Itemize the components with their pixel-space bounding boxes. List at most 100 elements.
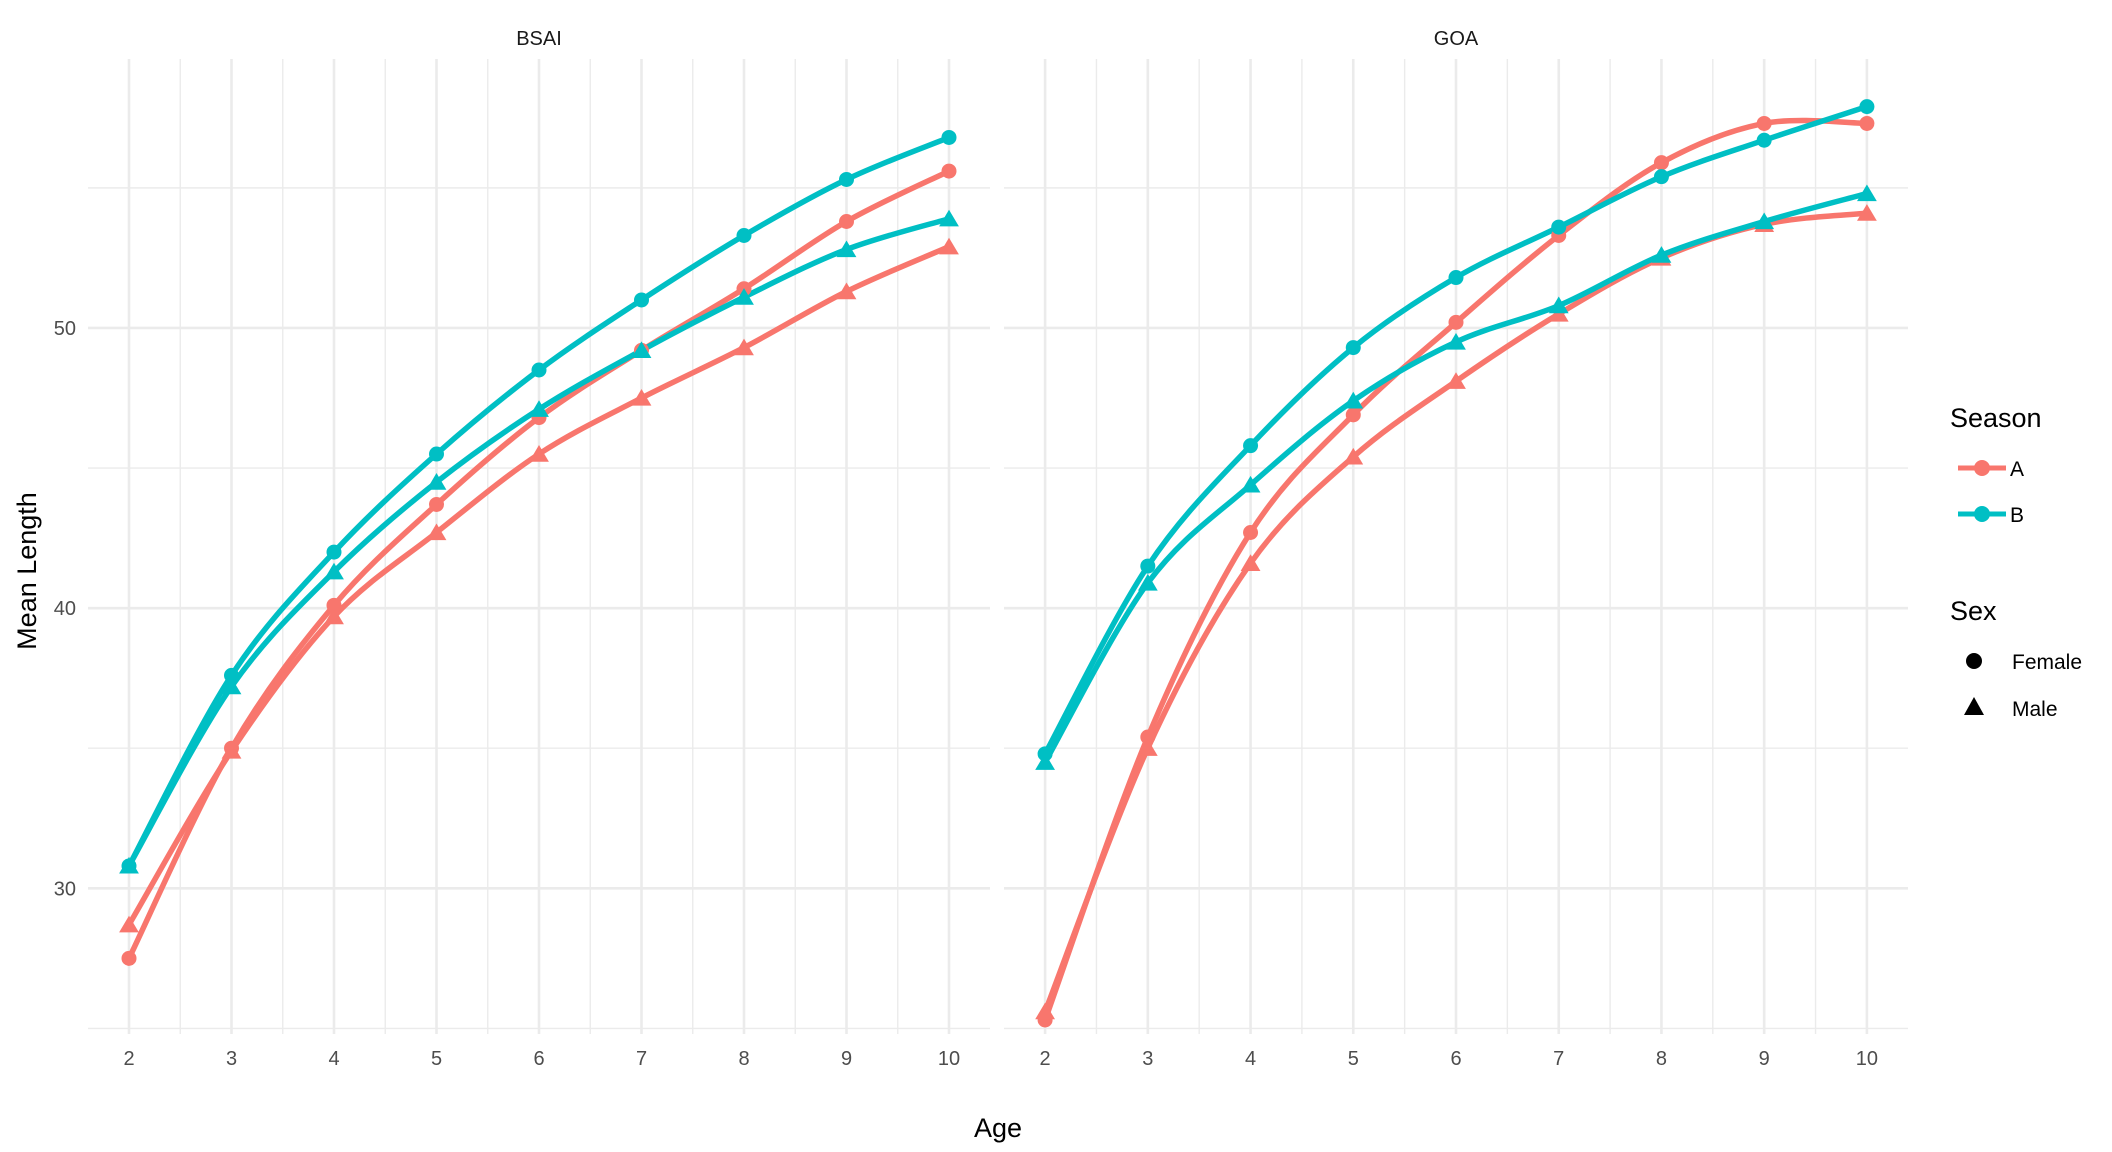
- line-bsai-season-a-male: [126, 243, 952, 928]
- point-goa-season-a-male: [1035, 1002, 1055, 1020]
- x-tick-label-bsai: 3: [226, 1048, 237, 1070]
- y-tick-label: 40: [54, 598, 76, 620]
- point-goa-season-a-male: [1548, 304, 1569, 322]
- x-tick-label-bsai: 9: [841, 1048, 852, 1070]
- grid-layer: [88, 59, 1908, 1034]
- point-bsai-season-b-female: [224, 667, 239, 683]
- x-tick-label-bsai: 10: [938, 1048, 960, 1070]
- legend-season-b: B: [1958, 504, 2024, 527]
- legend-sex-female: Female: [1966, 651, 2082, 674]
- legend-season-title: Season: [1950, 403, 2042, 433]
- x-tick-label-goa: 8: [1656, 1048, 1667, 1070]
- point-bsai-season-b-female: [839, 171, 854, 187]
- point-bsai-season-b-female: [531, 362, 547, 378]
- point-bsai-season-a-male: [631, 389, 652, 406]
- facet-strips: BSAI GOA: [516, 28, 1479, 50]
- legend-season-b-dot: [1974, 506, 1990, 522]
- point-goa-season-a-male: [1137, 739, 1158, 756]
- point-goa-season-a-female: [1653, 155, 1669, 171]
- point-goa-season-b-male: [1857, 184, 1877, 202]
- point-bsai-season-b-female: [634, 292, 649, 308]
- x-tick-label-bsai: 8: [738, 1048, 749, 1070]
- point-bsai-season-a-male: [426, 523, 447, 541]
- point-goa-season-a-male: [1857, 204, 1877, 221]
- point-bsai-season-b-male: [221, 677, 242, 695]
- x-tick-label-goa: 2: [1040, 1048, 1051, 1070]
- point-goa-season-a-female: [1140, 729, 1156, 745]
- point-bsai-season-b-male: [426, 473, 447, 490]
- series-lines: [126, 103, 1870, 1023]
- x-tick-label-bsai: 4: [328, 1048, 339, 1070]
- legend-female-marker: [1966, 653, 1982, 669]
- point-goa-season-a-male: [1446, 372, 1466, 389]
- point-goa-season-b-male: [1035, 753, 1055, 770]
- point-goa-season-a-male: [1240, 554, 1261, 571]
- point-bsai-season-b-female: [326, 544, 342, 560]
- legend-female-label: Female: [2012, 651, 2082, 674]
- x-tick-label-bsai: 2: [123, 1048, 134, 1070]
- legend: Season A B Sex Female Male: [1950, 403, 2082, 721]
- point-goa-season-a-female: [1859, 115, 1875, 131]
- line-goa-season-b-female: [1042, 103, 1870, 757]
- point-goa-season-b-female: [1140, 558, 1156, 574]
- point-goa-season-b-female: [1859, 99, 1875, 115]
- y-axis-title: Mean Length: [12, 492, 42, 650]
- point-goa-season-b-female: [1551, 219, 1567, 235]
- point-goa-season-a-female: [1448, 314, 1464, 330]
- y-tick-label: 50: [54, 318, 76, 340]
- point-bsai-season-a-male: [529, 445, 549, 462]
- point-bsai-season-b-male: [324, 562, 344, 580]
- point-bsai-season-a-female: [326, 597, 342, 613]
- point-goa-season-b-male: [1137, 573, 1158, 591]
- x-tick-label-bsai: 7: [636, 1048, 647, 1070]
- legend-male-label: Male: [2012, 698, 2058, 721]
- x-tick-label-goa: 3: [1142, 1048, 1153, 1070]
- point-bsai-season-a-male: [119, 915, 139, 933]
- x-tick-label-goa: 4: [1245, 1048, 1256, 1070]
- point-bsai-season-b-female: [736, 228, 752, 244]
- point-bsai-season-a-female: [839, 214, 854, 229]
- tick-labels: 2 3 4 5 6 7 8 9 10 2 3 4 5 6 7 8 9 10 30 40 50: [54, 318, 1878, 1070]
- point-bsai-season-b-male: [939, 209, 959, 227]
- legend-season-a: A: [1958, 458, 2024, 481]
- point-goa-season-b-female: [1756, 132, 1772, 148]
- point-goa-season-b-male: [1343, 391, 1364, 409]
- legend-season-a-dot: [1974, 460, 1990, 476]
- legend-season-a-label: A: [2010, 458, 2024, 481]
- point-bsai-season-a-male: [734, 338, 754, 356]
- point-goa-season-a-female: [1243, 524, 1259, 540]
- point-bsai-season-a-male: [324, 607, 344, 625]
- line-bsai-season-b-female: [126, 134, 952, 869]
- x-tick-label-goa: 9: [1759, 1048, 1770, 1070]
- x-tick-label-goa: 7: [1553, 1048, 1564, 1070]
- point-goa-season-a-female: [1345, 407, 1361, 423]
- point-bsai-season-a-female: [121, 950, 137, 966]
- point-bsai-season-b-male: [529, 400, 549, 417]
- point-bsai-season-b-male: [734, 288, 754, 305]
- x-tick-label-bsai: 5: [431, 1048, 442, 1070]
- point-goa-season-b-male: [1240, 475, 1261, 493]
- x-tick-label-goa: 5: [1348, 1048, 1359, 1070]
- point-goa-season-b-female: [1243, 438, 1259, 454]
- point-goa-season-a-female: [1756, 115, 1772, 131]
- point-bsai-season-a-female: [429, 496, 444, 512]
- point-bsai-season-b-male: [119, 856, 139, 874]
- point-goa-season-b-female: [1345, 340, 1361, 356]
- data-points: [119, 99, 1877, 1028]
- point-bsai-season-a-male: [221, 742, 242, 759]
- x-tick-label-bsai: 6: [533, 1048, 544, 1070]
- point-goa-season-b-female: [1653, 169, 1669, 185]
- facet-label-goa: GOA: [1434, 28, 1479, 50]
- point-goa-season-b-male: [1651, 246, 1672, 263]
- point-bsai-season-a-male: [836, 282, 857, 300]
- point-bsai-season-a-male: [939, 237, 959, 255]
- y-tick-label: 30: [54, 878, 76, 900]
- x-axis-title: Age: [974, 1113, 1022, 1143]
- point-goa-season-a-male: [1343, 447, 1364, 465]
- point-bsai-season-b-male: [836, 240, 857, 258]
- point-bsai-season-b-female: [429, 446, 444, 462]
- x-tick-label-goa: 6: [1450, 1048, 1461, 1070]
- point-goa-season-b-male: [1446, 332, 1466, 350]
- legend-sex-male: Male: [1964, 697, 2058, 721]
